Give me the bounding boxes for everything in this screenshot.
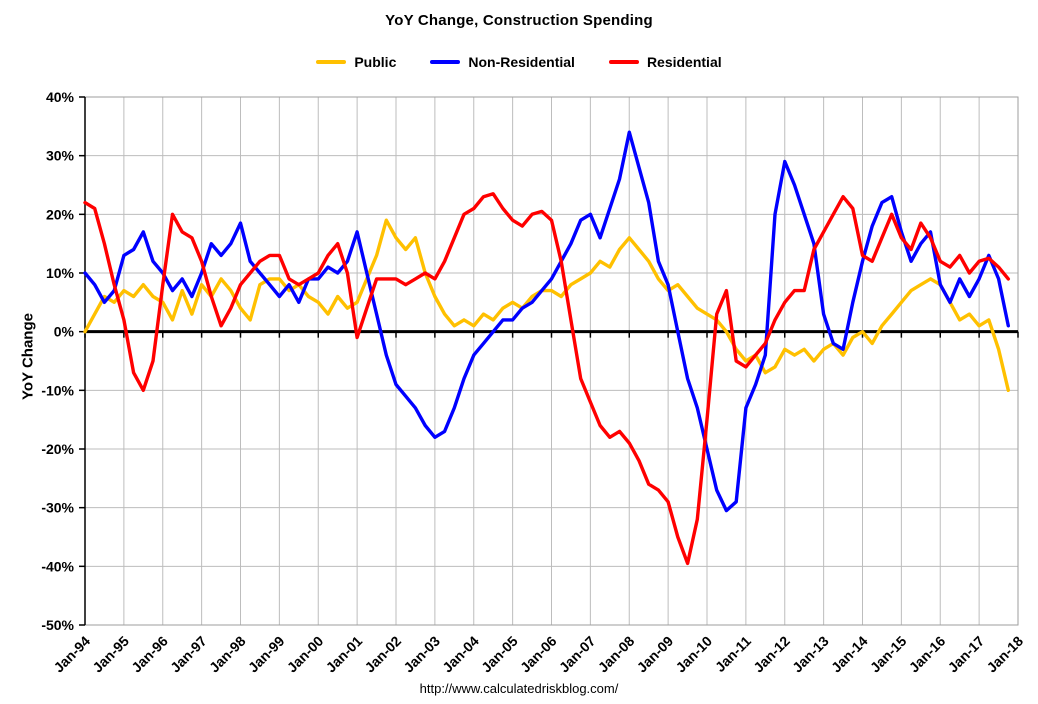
x-tick-label: Jan-18 — [983, 633, 1026, 676]
x-tick-label: Jan-02 — [361, 633, 404, 676]
series-line-public — [83, 218, 1010, 392]
legend-swatch-residential — [608, 60, 639, 64]
x-tick-label: Jan-01 — [323, 633, 366, 676]
legend-label-non-residential: Non-Residential — [468, 54, 575, 70]
legend: Public Non-Residential Residential — [0, 54, 1038, 70]
x-tick-label: Jan-94 — [50, 633, 93, 676]
x-tick-label: Jan-97 — [167, 633, 210, 676]
y-tick-label: 0% — [54, 324, 75, 340]
y-tick-label: 40% — [46, 89, 75, 105]
series-line-residential — [83, 192, 1010, 566]
x-tick-label: Jan-06 — [517, 633, 560, 676]
x-tick-label: Jan-95 — [89, 633, 132, 676]
x-tick-label: Jan-13 — [789, 633, 832, 676]
chart-title: YoY Change, Construction Spending — [385, 12, 653, 29]
x-tick-label: Jan-04 — [439, 633, 482, 676]
y-tick-label: -40% — [41, 558, 74, 574]
footer-url: http://www.calculatedriskblog.com/ — [419, 681, 619, 696]
legend-swatch-non-residential — [430, 60, 461, 64]
x-tick-label: Jan-09 — [634, 633, 677, 676]
x-tick-label: Jan-10 — [672, 633, 715, 676]
x-tick-label: Jan-96 — [128, 633, 171, 676]
y-tick-label: 10% — [46, 265, 75, 281]
y-tick-label: -50% — [41, 617, 74, 633]
x-tick-label: Jan-98 — [206, 633, 249, 676]
x-tick-label: Jan-16 — [906, 633, 949, 676]
legend-item-non-residential: Non-Residential — [430, 54, 575, 70]
legend-item-residential: Residential — [608, 54, 722, 70]
legend-swatch-public — [316, 60, 347, 64]
x-tick-label: Jan-17 — [945, 633, 988, 676]
x-tick-label: Jan-03 — [400, 633, 443, 676]
x-tick-label: Jan-07 — [556, 633, 599, 676]
series-line-non-residential — [83, 130, 1010, 513]
x-tick-label: Jan-12 — [750, 633, 793, 676]
x-tick-label: Jan-15 — [867, 633, 910, 676]
legend-label-residential: Residential — [646, 54, 722, 70]
x-tick-label: Jan-00 — [284, 633, 327, 676]
legend-item-public: Public — [316, 54, 396, 70]
y-tick-label: -20% — [41, 441, 74, 457]
y-tick-label: 30% — [46, 148, 75, 164]
y-tick-label: -10% — [41, 382, 74, 398]
x-tick-label: Jan-11 — [712, 633, 754, 675]
x-tick-label: Jan-99 — [245, 633, 288, 676]
x-tick-label: Jan-05 — [478, 633, 521, 676]
x-tick-label: Jan-14 — [828, 633, 871, 676]
x-tick-label: Jan-08 — [595, 633, 638, 676]
legend-label-public: Public — [354, 54, 397, 70]
y-tick-label: -30% — [41, 500, 74, 516]
y-tick-label: 20% — [46, 206, 75, 222]
